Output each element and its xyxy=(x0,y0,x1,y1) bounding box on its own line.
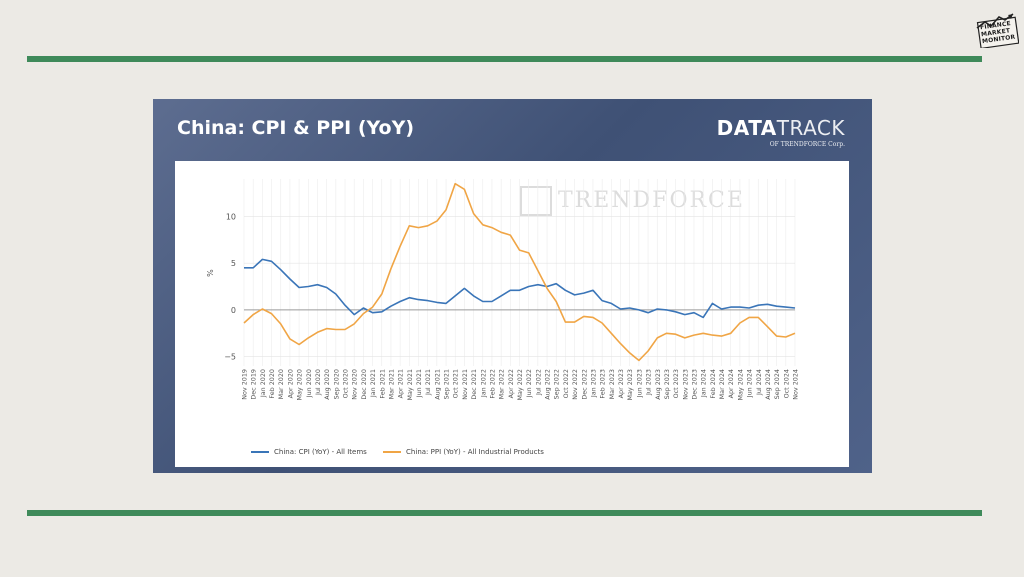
x-tick-label: Feb 2021 xyxy=(378,369,386,399)
x-tick-label: Aug 2023 xyxy=(654,369,662,400)
legend-label-ppi: China: PPI (YoY) - All Industrial Produc… xyxy=(406,448,544,456)
logo-graphic xyxy=(976,13,1019,48)
x-tick-label: Aug 2020 xyxy=(323,369,331,400)
x-tick-label: Oct 2022 xyxy=(562,369,570,398)
x-tick-label: Sep 2020 xyxy=(332,369,340,399)
datatrack-logo-light: TRACK xyxy=(776,116,845,140)
x-tick-label: Dec 2020 xyxy=(360,369,368,400)
chart-title: China: CPI & PPI (YoY) xyxy=(177,117,415,139)
series-line-cpi xyxy=(244,258,796,319)
x-tick-label: May 2021 xyxy=(406,369,414,401)
series-line-ppi xyxy=(243,182,796,362)
x-tick-label: Jan 2023 xyxy=(589,369,597,398)
x-tick-label: Aug 2021 xyxy=(433,369,441,400)
y-tick-label: −5 xyxy=(224,353,236,362)
x-tick-label: Jan 2024 xyxy=(700,369,708,398)
x-tick-label: Nov 2022 xyxy=(571,369,579,400)
x-tick-label: Jan 2022 xyxy=(479,369,487,398)
watermark-icon xyxy=(520,186,552,216)
x-tick-label: Oct 2023 xyxy=(672,369,680,398)
x-tick-label: Aug 2022 xyxy=(544,369,552,400)
x-tick-label: Mar 2023 xyxy=(608,369,616,399)
x-tick-label: Jun 2020 xyxy=(305,369,313,398)
x-tick-label: Apr 2024 xyxy=(727,369,735,398)
chart-panel: China: CPI & PPI (YoY) DATATRACK OF TREN… xyxy=(153,99,872,473)
chart-area: TRENDFORCE −5 0 5 10% Nov 2019 Dec 2019 Jan 20… xyxy=(175,161,849,467)
x-tick-label: Sep 2024 xyxy=(773,369,781,399)
x-tick-label: Sep 2022 xyxy=(553,369,561,399)
datatrack-logo: DATATRACK OF TRENDFORCE Corp. xyxy=(717,117,845,148)
x-tick-label: Jul 2020 xyxy=(314,369,322,396)
x-tick-label: Nov 2020 xyxy=(351,369,359,400)
x-tick-label: May 2022 xyxy=(516,369,524,401)
x-tick-label: Mar 2024 xyxy=(718,369,726,399)
x-tick-label: Sep 2021 xyxy=(443,369,451,399)
y-axis-label: % xyxy=(206,269,215,277)
y-tick-label: 5 xyxy=(231,259,236,268)
x-tick-label: Sep 2023 xyxy=(663,369,671,399)
x-tick-label: Dec 2022 xyxy=(580,369,588,400)
x-tick-label: Apr 2021 xyxy=(397,369,405,398)
x-tick-label: Mar 2021 xyxy=(387,369,395,399)
x-tick-label: May 2020 xyxy=(296,369,304,401)
x-tick-label: Dec 2023 xyxy=(690,369,698,400)
x-tick-label: Mar 2022 xyxy=(498,369,506,399)
x-tick-label: Jan 2021 xyxy=(369,369,377,398)
x-tick-label: Jul 2023 xyxy=(645,369,653,396)
x-tick-label: May 2024 xyxy=(736,369,744,401)
x-tick-label: Mar 2020 xyxy=(277,369,285,399)
x-tick-label: Oct 2024 xyxy=(782,369,790,398)
x-tick-label: Oct 2021 xyxy=(452,369,460,398)
x-tick-label: Jun 2021 xyxy=(415,369,423,398)
legend-label-cpi: China: CPI (YoY) - All Items xyxy=(274,448,367,456)
y-tick-label: 0 xyxy=(231,306,236,315)
x-tick-label: Jul 2021 xyxy=(424,369,432,396)
x-tick-label: Dec 2019 xyxy=(250,369,258,400)
x-tick-label: Jun 2024 xyxy=(746,369,754,398)
x-tick-label: Nov 2024 xyxy=(792,369,800,400)
legend-swatch-ppi xyxy=(383,451,402,453)
y-tick-label: 10 xyxy=(226,212,236,221)
x-tick-label: Feb 2022 xyxy=(488,369,496,399)
x-tick-label: Apr 2023 xyxy=(617,369,625,398)
bottom-divider xyxy=(27,510,982,516)
x-tick-label: Feb 2020 xyxy=(268,369,276,399)
x-tick-label: Oct 2020 xyxy=(342,369,350,398)
x-tick-label: Feb 2023 xyxy=(599,369,607,399)
finance-market-monitor-logo: FINANCE MARKET MONITOR xyxy=(975,12,1019,48)
legend-swatch-cpi xyxy=(251,451,269,453)
x-tick-label: Feb 2024 xyxy=(709,369,717,399)
datatrack-logo-bold: DATA xyxy=(716,116,777,140)
x-tick-label: Aug 2024 xyxy=(764,369,772,400)
x-tick-label: Jul 2024 xyxy=(755,369,763,396)
x-tick-label: Apr 2020 xyxy=(286,369,294,398)
chart-legend: China: CPI (YoY) - All Items China: PPI … xyxy=(251,448,558,456)
x-tick-label: Nov 2021 xyxy=(461,369,469,400)
x-tick-label: Nov 2019 xyxy=(241,369,249,400)
x-tick-label: Dec 2021 xyxy=(470,369,478,400)
top-divider xyxy=(27,56,982,62)
x-tick-label: Apr 2022 xyxy=(507,369,515,398)
x-tick-label: Jun 2023 xyxy=(635,369,643,398)
datatrack-logo-sub: OF TRENDFORCE Corp. xyxy=(769,141,845,148)
legend-item-cpi: China: CPI (YoY) - All Items xyxy=(251,448,367,456)
x-tick-label: May 2023 xyxy=(626,369,634,401)
x-tick-label: Nov 2023 xyxy=(681,369,689,400)
x-tick-label: Jul 2022 xyxy=(534,369,542,396)
x-tick-label: Jan 2020 xyxy=(259,369,267,398)
x-tick-label: Jun 2022 xyxy=(525,369,533,398)
legend-item-ppi: China: PPI (YoY) - All Industrial Produc… xyxy=(383,448,544,456)
